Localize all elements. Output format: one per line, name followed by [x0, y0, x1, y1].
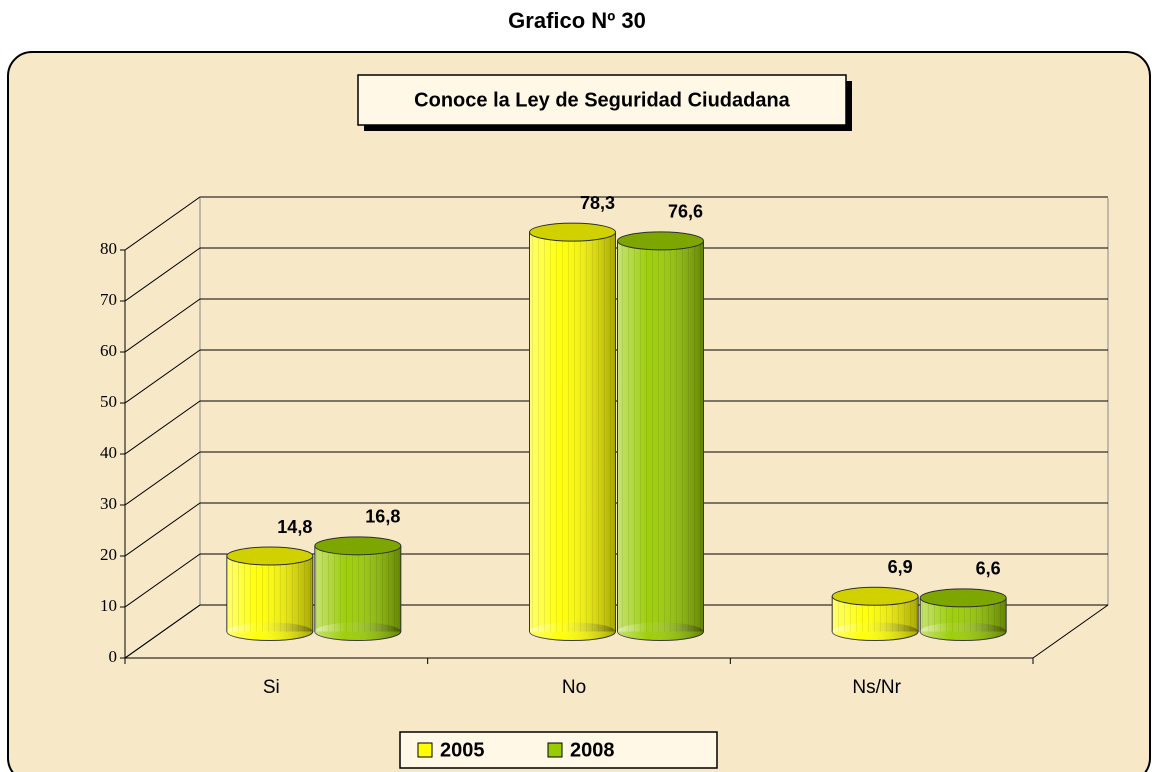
- bar-bottom-edge: [529, 622, 616, 641]
- y-tick-label: 40: [100, 443, 117, 462]
- bar-top: [226, 546, 314, 566]
- value-label: 6,9: [888, 557, 913, 577]
- y-tick-label: 70: [100, 290, 117, 309]
- bar-top-shade: [832, 587, 919, 606]
- bar-stripes: [226, 556, 313, 632]
- y-tick-label: 80: [100, 239, 117, 258]
- heading: Grafico Nº 30: [508, 8, 646, 33]
- value-label: 14,8: [277, 517, 312, 537]
- bar: [617, 231, 704, 641]
- y-tick-label: 0: [109, 647, 118, 666]
- bar: [529, 222, 616, 641]
- bar-stripes: [617, 240, 704, 632]
- bar-bottom-edge: [617, 622, 704, 641]
- floor-side: [1032, 604, 1109, 659]
- value-label: 76,6: [668, 202, 703, 222]
- bar-bottom-edge: [832, 622, 919, 641]
- bar-top-shade: [529, 223, 616, 242]
- y-tick-label: 20: [100, 545, 117, 564]
- value-label: 16,8: [365, 507, 400, 527]
- bar-top: [529, 222, 616, 242]
- grid-line: [124, 502, 1108, 557]
- bar-bottom-edge: [920, 622, 1007, 641]
- grid-line: [124, 553, 1108, 608]
- y-tick-label: 50: [100, 392, 117, 411]
- bar-bottom-edge: [314, 622, 401, 641]
- x-tick-label: Si: [263, 677, 280, 698]
- bar-top-shade: [226, 547, 313, 566]
- grid-line: [124, 349, 1108, 404]
- value-label: 6,6: [976, 559, 1001, 579]
- bar-stripes: [314, 545, 401, 632]
- grid-line: [124, 400, 1108, 455]
- chart-title: Conoce la Ley de Seguridad Ciudadana: [414, 89, 791, 111]
- bar: [831, 586, 919, 641]
- bar: [919, 588, 1007, 641]
- y-tick-label: 30: [100, 494, 117, 513]
- bar-stripes: [529, 232, 616, 632]
- bar: [314, 536, 402, 641]
- legend-label: 2008: [570, 739, 615, 761]
- bar-top-shade: [314, 536, 401, 555]
- x-tick-label: Ns/Nr: [852, 677, 901, 698]
- bar-top: [314, 536, 402, 556]
- y-tick-label: 60: [100, 341, 117, 360]
- title-box: [357, 74, 847, 126]
- legend-swatch: [417, 742, 433, 758]
- grid-line: [124, 451, 1108, 506]
- bar-top-shade: [920, 588, 1007, 607]
- grid-line: [124, 604, 1108, 659]
- legend-swatch: [547, 742, 563, 758]
- x-tick-label: No: [562, 677, 586, 698]
- grid-line: [124, 196, 1108, 251]
- legend-label: 2005: [440, 739, 485, 761]
- grid-line: [124, 298, 1108, 353]
- y-tick-label: 10: [100, 596, 117, 615]
- bar-top: [617, 231, 704, 251]
- value-label: 78,3: [580, 193, 615, 213]
- bar-top-shade: [617, 231, 704, 250]
- bar-bottom-edge: [226, 622, 313, 641]
- bar: [226, 546, 314, 641]
- bar-top: [919, 588, 1007, 608]
- bar-top: [831, 586, 919, 606]
- grid-line: [124, 247, 1108, 302]
